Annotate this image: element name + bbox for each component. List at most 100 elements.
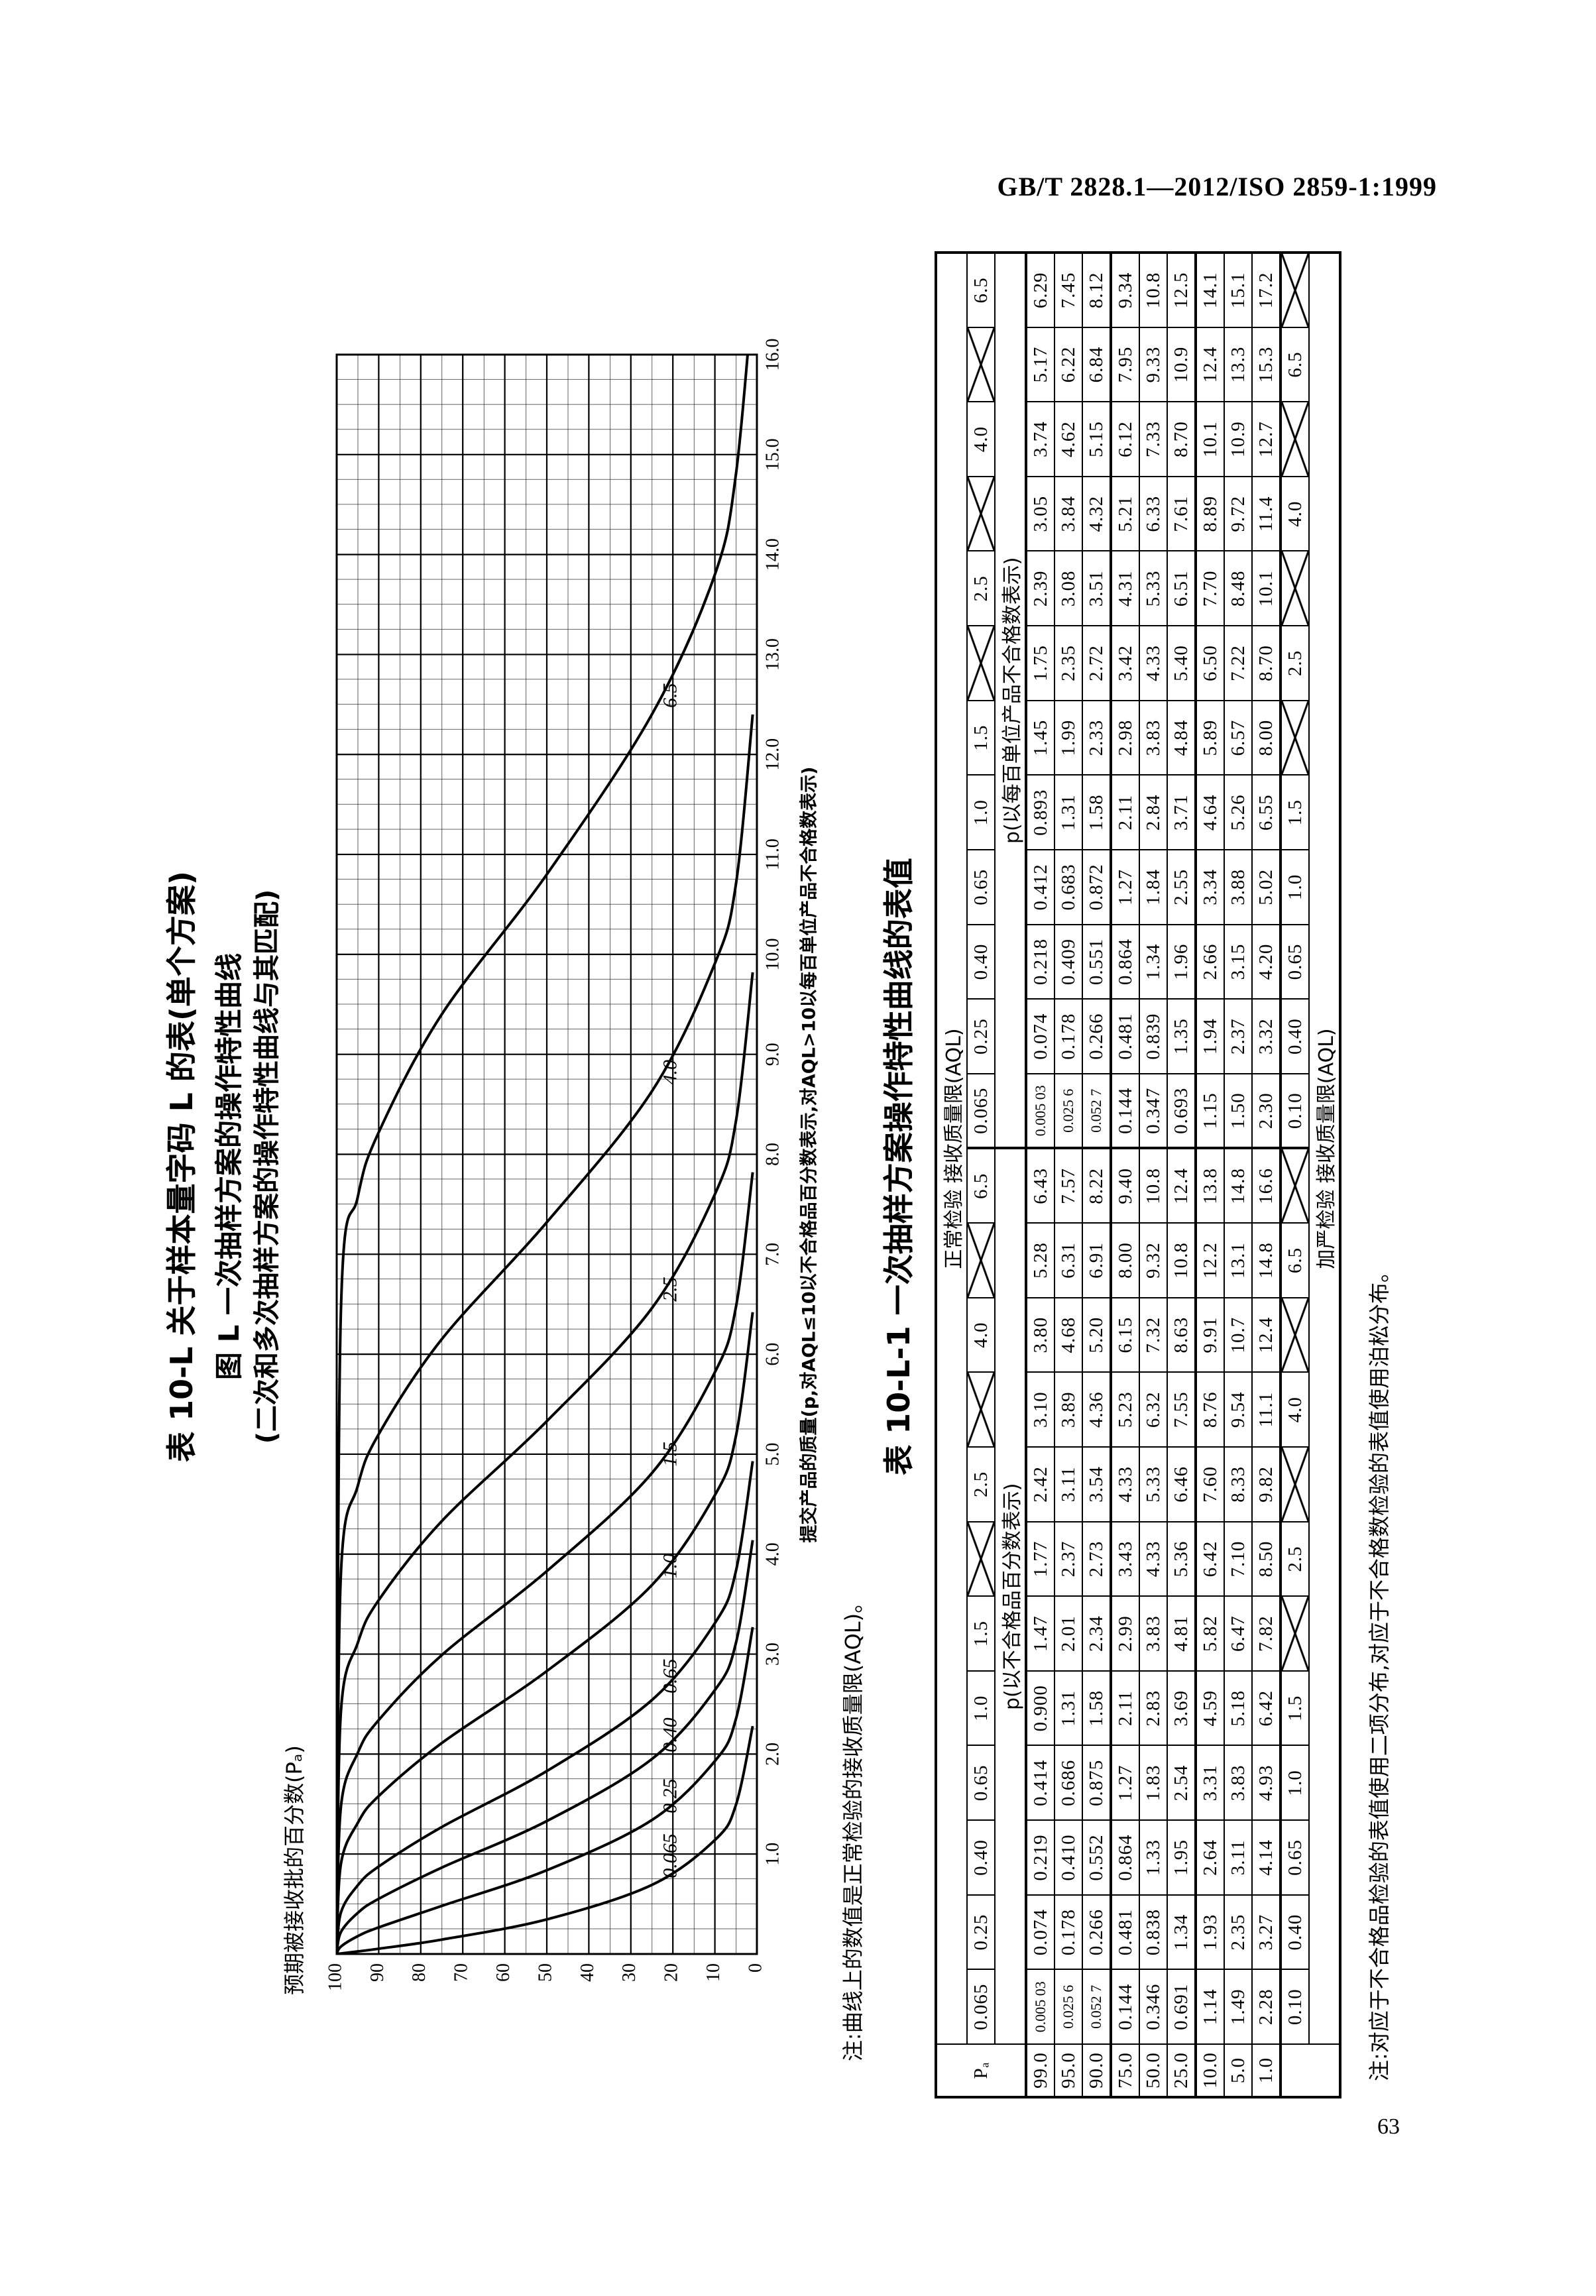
cell: 0.864 (1111, 924, 1139, 1000)
cell: 3.11 (1224, 1820, 1252, 1895)
cell: 5.36 (1167, 1521, 1196, 1597)
cell: 10.1 (1196, 402, 1224, 477)
standard-number: GB/T 2828.1—2012/ISO 2859-1:1999 (997, 172, 1437, 201)
cell: 4.0 (967, 1297, 995, 1373)
cell: 12.7 (1252, 402, 1281, 477)
tightened-header-row: 加严检验 接收质量限(AQL) (1309, 253, 1340, 2097)
cell: 2.55 (1167, 850, 1196, 925)
cell: 0.414 (1026, 1745, 1054, 1821)
cell: 1.15 (1196, 1073, 1224, 1149)
cell: 10.7 (1224, 1297, 1252, 1373)
unit-header: p(以每百单位产品不合格数表示) (995, 253, 1026, 1149)
plot-frame (335, 353, 758, 1955)
cell: 2.5 (967, 551, 995, 626)
cell: 3.42 (1111, 626, 1139, 701)
cell: 0.872 (1082, 850, 1111, 925)
data-row: 10.0 1.14 1.93 2.64 3.31 4.59 5.82 6.42 7.60 8.76… (1196, 253, 1224, 2097)
cell: 0.40 (1281, 999, 1309, 1074)
cell: 8.00 (1111, 1223, 1139, 1298)
y-tick-label: 20 (661, 1963, 682, 1982)
pa-cell: 95.0 (1054, 2044, 1082, 2097)
cell: 8.50 (1252, 1521, 1281, 1597)
data-row: 75.0 0.144 0.481 0.864 1.27 2.11 2.99 3.43 4.33 5… (1111, 253, 1139, 2097)
cell: 2.39 (1026, 551, 1054, 626)
pa-cell: 25.0 (1167, 2044, 1196, 2097)
cell: 6.84 (1082, 327, 1111, 402)
cell: 9.34 (1111, 253, 1139, 327)
cell: 10.9 (1167, 327, 1196, 402)
cell: 1.99 (1054, 700, 1082, 775)
oc-curve (337, 714, 754, 1954)
cell: 2.54 (1167, 1745, 1196, 1821)
oc-curve (337, 1461, 754, 1954)
cell: 0.074 (1026, 999, 1054, 1074)
data-row: 90.0 0.052 7 0.266 0.552 0.875 1.58 2.34 2.73 3.… (1082, 253, 1111, 2097)
y-tick-label: 30 (619, 1963, 640, 1982)
curve-label: 0.40 (659, 1717, 681, 1752)
cell: 0.347 (1139, 1073, 1167, 1149)
cell: 0.178 (1054, 1894, 1082, 1970)
cell: 4.33 (1111, 1447, 1139, 1522)
cell: 5.17 (1026, 327, 1054, 402)
cell: 0.346 (1139, 1969, 1167, 2044)
cell: 6.47 (1224, 1596, 1252, 1671)
data-row: 99.0 0.005 03 0.074 0.219 0.414 0.900 1.47 1.77… (1026, 253, 1054, 2097)
cell: 0.900 (1026, 1670, 1054, 1746)
data-row: 95.0 0.025 6 0.178 0.410 0.686 1.31 2.01 2.37 3.… (1054, 253, 1082, 2097)
cell: 3.51 (1082, 551, 1111, 626)
cell: 2.73 (1082, 1521, 1111, 1597)
crossed-cell (967, 1223, 995, 1298)
cell: 8.76 (1196, 1372, 1224, 1447)
cell: 5.18 (1224, 1670, 1252, 1746)
cell: 0.178 (1054, 999, 1082, 1074)
cell: 2.83 (1139, 1670, 1167, 1746)
cell: 2.84 (1139, 775, 1167, 850)
cell: 2.37 (1224, 999, 1252, 1074)
x-tick-label: 10.0 (762, 938, 783, 970)
cell: 7.10 (1224, 1521, 1252, 1597)
cell: 0.65 (1281, 924, 1309, 1000)
cell: 5.89 (1196, 700, 1224, 775)
cell: 4.59 (1196, 1670, 1224, 1746)
pa-cell: 75.0 (1111, 2044, 1139, 2097)
pa-cell: 5.0 (1224, 2044, 1252, 2097)
cell: 8.00 (1252, 700, 1281, 775)
curve-label: 0.25 (659, 1778, 681, 1813)
cell: 10.1 (1252, 551, 1281, 626)
cell: 3.08 (1054, 551, 1082, 626)
cell: 17.2 (1252, 253, 1281, 327)
cell: 7.60 (1196, 1447, 1224, 1522)
cell: 1.0 (967, 1670, 995, 1746)
cell: 5.28 (1026, 1223, 1054, 1298)
cell: 3.11 (1054, 1447, 1082, 1522)
cell: 5.33 (1139, 551, 1167, 626)
cell: 0.025 6 (1054, 1073, 1082, 1149)
cell: 0.40 (1281, 1894, 1309, 1970)
cell: 3.43 (1111, 1521, 1139, 1597)
cell: 0.266 (1082, 999, 1111, 1074)
cell: 10.8 (1139, 1148, 1167, 1224)
empty-cell (1281, 2044, 1340, 2097)
x-tick-label: 12.0 (762, 738, 783, 771)
crossed-cell (1281, 1447, 1309, 1522)
cell: 12.4 (1252, 1297, 1281, 1373)
cell: 4.62 (1054, 402, 1082, 477)
cell: 1.75 (1026, 626, 1054, 701)
x-tick-label: 14.0 (762, 538, 783, 571)
cell: 4.0 (967, 402, 995, 477)
x-tick-label: 6.0 (762, 1343, 783, 1366)
cell: 13.8 (1196, 1148, 1224, 1224)
cell: 3.83 (1139, 700, 1167, 775)
cell: 8.12 (1082, 253, 1111, 327)
pa-cell: 90.0 (1082, 2044, 1111, 2097)
cell: 1.45 (1026, 700, 1054, 775)
cell: 2.5 (1281, 1521, 1309, 1597)
cell: 3.89 (1054, 1372, 1082, 1447)
cell: 3.10 (1026, 1372, 1054, 1447)
cell: 0.838 (1139, 1894, 1167, 1970)
cell: 10.8 (1167, 1223, 1196, 1298)
cell: 2.98 (1111, 700, 1139, 775)
cell: 6.31 (1054, 1223, 1082, 1298)
cell: 9.72 (1224, 476, 1252, 551)
cell: 0.144 (1111, 1969, 1139, 2044)
